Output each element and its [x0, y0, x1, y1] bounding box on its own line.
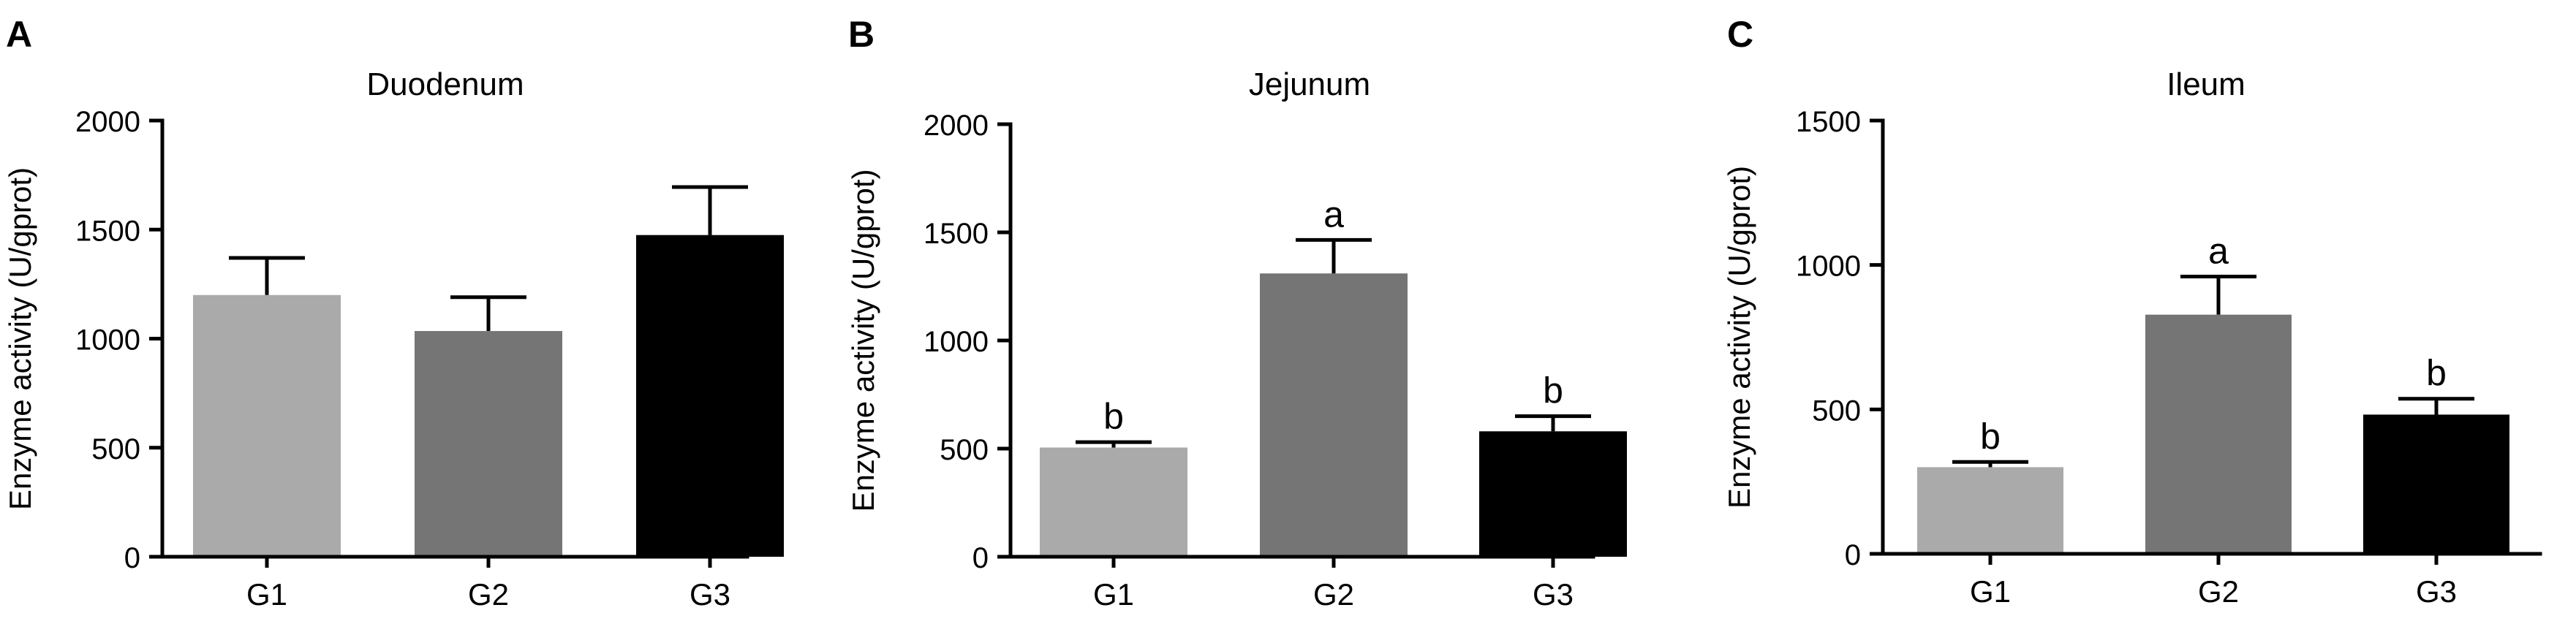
significance-letter: b: [1103, 396, 1124, 437]
y-tick-label: 1500: [1796, 106, 1861, 138]
significance-letter: a: [2208, 230, 2229, 271]
x-tick-label: G2: [2198, 574, 2239, 609]
x-tick-label: G2: [1313, 577, 1354, 612]
bar-g2: [2145, 314, 2292, 554]
significance-letter: b: [1980, 416, 2001, 457]
y-tick-label: 1000: [923, 326, 989, 358]
y-axis-label: Enzyme activity (U/gprot): [846, 169, 880, 511]
panel-label: C: [1727, 14, 1753, 55]
y-tick-label: 1000: [75, 324, 140, 357]
x-tick-label: G1: [1970, 574, 2011, 609]
x-tick-label: G1: [246, 577, 287, 612]
y-tick-label: 500: [940, 434, 989, 466]
significance-letter: b: [2426, 353, 2447, 394]
y-axis-label: Enzyme activity (U/gprot): [3, 167, 37, 510]
y-tick-label: 0: [124, 542, 140, 574]
bar-g3: [1479, 431, 1627, 557]
panel-c: C Ileum Enzyme activity (U/gprot) b G1 a G2 b G3…: [1722, 14, 2542, 609]
panel-label: B: [848, 14, 875, 55]
x-tick-label: G1: [1093, 577, 1134, 612]
y-axis-label: Enzyme activity (U/gprot): [1722, 166, 1756, 509]
significance-letter: a: [1323, 194, 1344, 235]
y-tick-label: 2000: [923, 110, 989, 142]
x-tick-label: G3: [1533, 577, 1574, 612]
y-tick-label: 500: [91, 433, 140, 465]
x-tick-label: G3: [690, 577, 730, 612]
chart-title: Jejunum: [1249, 66, 1370, 102]
panel-b: B Jejunum Enzyme activity (U/gprot) b G1 a G2 b…: [846, 14, 1627, 612]
bar-g1: [1917, 467, 2063, 554]
y-tick-label: 1000: [1796, 251, 1861, 283]
y-tick-label: 1500: [923, 218, 989, 250]
y-tick-label: 1500: [75, 215, 140, 247]
chart-panels: A Duodenum Enzyme activity (U/gprot) G1 G2 G3…: [3, 14, 2542, 612]
y-tick-label: 500: [1812, 395, 1861, 427]
x-tick-label: G2: [468, 577, 509, 612]
panel-a: A Duodenum Enzyme activity (U/gprot) G1 G2 G3…: [3, 14, 784, 612]
y-tick-label: 0: [972, 542, 989, 574]
bar-g2: [1260, 273, 1408, 557]
bar-g3: [2363, 414, 2509, 554]
bar-g1: [1040, 447, 1187, 557]
significance-letter: b: [1543, 370, 1563, 411]
y-tick-label: 2000: [75, 106, 140, 138]
panel-label: A: [6, 14, 32, 55]
y-tick-label: 0: [1845, 539, 1861, 571]
bar-g2: [415, 331, 562, 557]
x-tick-label: G3: [2416, 574, 2457, 609]
bar-g1: [193, 294, 341, 557]
chart-title: Duodenum: [366, 66, 524, 102]
chart-title: Ileum: [2167, 66, 2245, 102]
bar-g3: [636, 235, 784, 557]
